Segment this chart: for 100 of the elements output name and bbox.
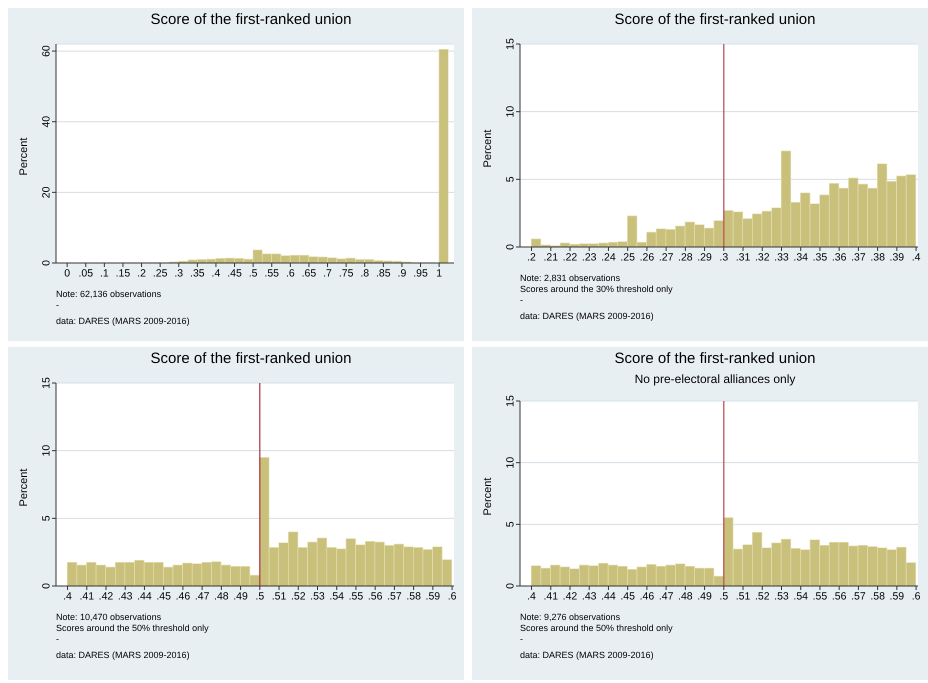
x-tick-label: .43 (582, 590, 597, 602)
x-tick-label: .55 (348, 590, 364, 602)
x-tick-label: .55 (812, 590, 828, 602)
x-tick-label: .56 (368, 590, 383, 602)
y-tick-label: 15 (40, 377, 53, 389)
text: Note: 62,136 observations (56, 289, 162, 300)
x-tick-label: .2 (527, 251, 536, 264)
x-tick-label: .45 (156, 590, 172, 602)
x-tick-label: .33 (774, 251, 789, 264)
x-tick-label: .5 (719, 590, 728, 602)
text: data: DARES (MARS 2009-2016) (520, 650, 655, 661)
x-tick-label: .7 (323, 267, 332, 280)
x-tick-label: .59 (426, 590, 440, 602)
x-tick-label: .46 (176, 590, 190, 602)
y-tick-label: 15 (504, 395, 517, 407)
y-axis-title: Percent (18, 468, 30, 506)
x-tick-label: .44 (601, 590, 616, 602)
x-tick-label: .41 (543, 590, 558, 602)
x-tick-label: .3 (719, 251, 728, 264)
x-tick-label: .42 (98, 590, 114, 602)
x-tick-label: .35 (812, 251, 828, 264)
y-tick-label: 20 (40, 186, 53, 198)
x-tick-label: .1 (100, 267, 109, 280)
x-tick-label: .4 (912, 251, 921, 264)
x-tick-label: .59 (890, 590, 904, 602)
text: - (56, 634, 60, 645)
text: data: DARES (MARS 2009-2016) (520, 311, 655, 322)
y-axis-title: Percent (482, 478, 494, 516)
x-tick-label: .2 (137, 267, 146, 280)
x-tick-label: .39 (890, 251, 904, 264)
x-tick-label: .5 (248, 267, 258, 280)
x-tick-label: .49 (697, 590, 712, 602)
y-tick-label: 5 (40, 515, 53, 522)
y-tick-label: 10 (40, 444, 53, 457)
x-tick-label: .55 (264, 267, 280, 280)
x-tick-label: .21 (543, 251, 558, 264)
x-tick-label: .6 (912, 590, 921, 602)
x-tick-label: .5 (255, 590, 264, 602)
text: Scores around the 50% threshold only (520, 623, 674, 634)
x-tick-label: .65 (302, 267, 316, 280)
x-tick-label: .54 (329, 590, 344, 602)
x-tick-label: .47 (194, 590, 210, 602)
text: Note: 2,831 observations (520, 273, 622, 284)
text: - (520, 634, 524, 645)
x-tick-label: .58 (406, 590, 422, 602)
chart-subtitle: No pre-electoral alliances only (634, 371, 796, 388)
y-tick-label: 0 (40, 582, 53, 589)
x-tick-label: .57 (851, 590, 866, 602)
x-tick-label: .45 (620, 590, 636, 602)
x-tick-label: .58 (870, 590, 886, 602)
chart-title: Score of the first-ranked union (150, 10, 352, 30)
x-tick-label: .05 (78, 267, 94, 280)
x-tick-label: .4 (212, 267, 220, 280)
y-tick-label: 10 (504, 456, 517, 469)
y-tick-label: 60 (40, 45, 53, 57)
text: Note: 9,276 observations (520, 612, 622, 623)
x-tick-label: .25 (620, 251, 636, 264)
y-tick-label: 10 (504, 106, 517, 118)
x-tick-label: .47 (658, 590, 674, 602)
y-tick-label: 0 (504, 244, 517, 250)
y-axis-title: Percent (18, 138, 30, 176)
x-tick-label: .44 (137, 590, 152, 602)
chart-title: Score of the first-ranked union (150, 349, 352, 369)
x-tick-label: .38 (870, 251, 886, 264)
x-tick-label: .51 (736, 590, 750, 602)
x-tick-label: .15 (116, 267, 130, 280)
x-tick-label: .75 (338, 267, 354, 280)
x-tick-label: .56 (832, 590, 847, 602)
x-tick-label: .54 (793, 590, 808, 602)
x-tick-label: .43 (118, 590, 133, 602)
y-tick-label: 40 (40, 116, 53, 128)
x-tick-label: .3 (174, 267, 184, 280)
x-tick-label: .41 (79, 590, 94, 602)
x-tick-label: .25 (152, 267, 168, 280)
x-tick-label: .85 (376, 267, 391, 280)
x-tick-label: .57 (387, 590, 402, 602)
x-tick-label: .42 (562, 590, 578, 602)
x-tick-label: .37 (851, 251, 866, 264)
y-tick-label: 5 (504, 521, 517, 528)
text: data: DARES (MARS 2009-2016) (56, 650, 191, 661)
x-tick-label: .49 (233, 590, 248, 602)
text: Scores around the 50% threshold only (56, 623, 210, 634)
x-tick-label: .28 (678, 251, 693, 264)
x-tick-label: .27 (658, 251, 674, 264)
text: Note: 10,470 observations (56, 612, 162, 623)
text: - (520, 295, 524, 306)
x-tick-label: .8 (360, 267, 370, 280)
x-tick-label: .36 (832, 251, 847, 264)
x-tick-label: .46 (640, 590, 654, 602)
text: - (56, 300, 60, 311)
y-tick-label: 0 (504, 582, 517, 589)
x-tick-label: .53 (310, 590, 325, 602)
chart-title: Score of the first-ranked union (614, 349, 816, 369)
x-tick-label: 1 (436, 267, 442, 280)
x-tick-label: .6 (448, 590, 457, 602)
x-tick-label: 0 (64, 267, 70, 280)
x-tick-label: .34 (793, 251, 808, 264)
x-tick-label: .22 (562, 251, 578, 264)
x-tick-label: .48 (678, 590, 693, 602)
x-tick-label: .26 (640, 251, 654, 264)
